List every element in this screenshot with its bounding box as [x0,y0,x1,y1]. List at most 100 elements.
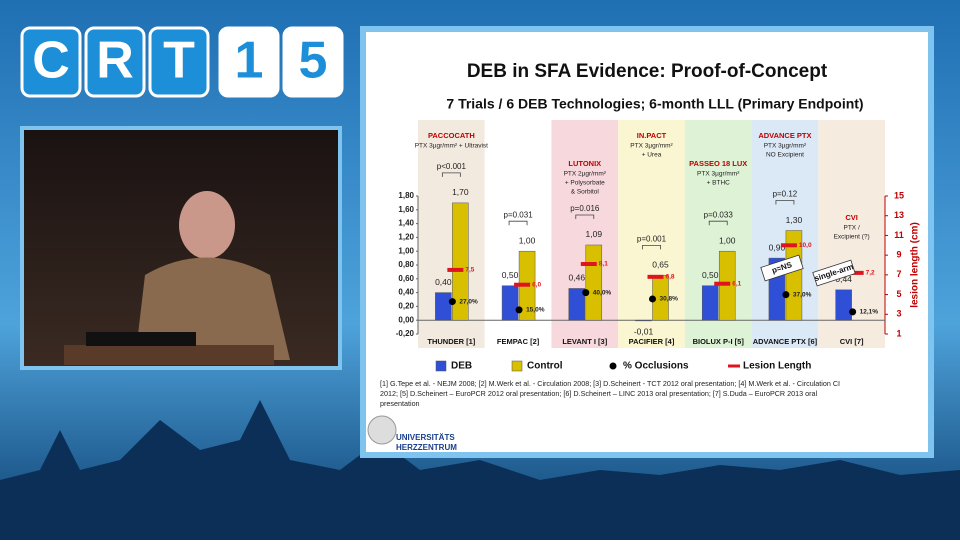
y2-tick-label: 15 [894,190,904,200]
p-bracket [642,244,661,250]
p-bracket [508,220,528,226]
y2-tick-label: 9 [896,250,901,260]
trial-detail: + Urea [642,152,662,159]
y-tick-label: 1,20 [398,233,414,242]
legend-swatch [435,360,447,372]
logo-box [148,26,210,98]
bar-label: 1,30 [786,215,803,225]
y-tick-label: 0,80 [398,260,414,269]
y-tick-label: 0,00 [398,315,414,324]
y-tick-label: 1,80 [398,191,414,200]
trial-detail: PTX 3µgr/mm² [697,171,740,178]
bar-label: 0,50 [502,270,519,280]
reference: presentation [380,399,420,408]
trial-name: IN.PACT [637,131,667,140]
bar [568,288,586,321]
x-tick-label: CVI [7] [840,337,864,346]
reference: [1] G.Tepe et al. - NEJM 2008; [2] M.Wer… [380,379,840,388]
bar-label: 0,44 [835,274,852,284]
bar [635,319,652,322]
speaker-head [179,191,235,259]
institution: HERZZENTRUM [396,443,457,452]
y2-axis-label: lesion length (cm) [910,222,921,308]
bar-label: 1,09 [586,229,603,239]
slide-title: DEB in SFA Evidence: Proof-of-Concept [467,61,828,82]
p-bracket [441,172,461,177]
skyline [0,400,960,540]
y-tick-label: 1,40 [398,219,414,228]
slide-subtitle: 7 Trials / 6 DEB Technologies; 6-month L… [446,96,863,112]
lesion-label: 7,2 [866,270,875,277]
p-bracket [708,220,728,226]
occlusion-dot [515,306,523,314]
y2-tick-label: 1 [896,328,901,338]
y-tick-label: 0,60 [398,274,414,283]
legend-label: Lesion Length [743,361,811,372]
y-tick-label: 0,20 [398,302,414,311]
chart: 1,80 1,60 1,40 1,20 1,00 0,80 0,60 0,40 0,20 0,00… [396,120,921,372]
y2-tick-label: 11 [894,230,904,240]
lesion-label: 6,1 [732,280,741,287]
trial-detail: PTX 2µgr/mm² [564,171,607,178]
trial-detail: NO Excipient [766,152,804,159]
trial-detail: + Polysorbate [565,180,605,187]
annotation-box [760,254,804,282]
logo-letter: 1 [235,32,264,90]
p-value: p=0.016 [570,204,600,213]
lesion-dash [447,267,464,272]
legend-swatch [511,360,523,372]
trial-name: CVI [845,213,858,222]
occlusion-label: 12,1% [860,309,879,316]
y2-tick-label: 7 [896,269,901,279]
occlusion-dot [582,289,590,297]
trial-detail: PTX 3µgr/mm² + Ultravist [415,143,488,150]
trial-name: PACCOCATH [428,131,475,140]
bar-label: 1,00 [519,235,536,245]
bar [835,289,852,321]
reference: 2012; [5] D.Scheinert – EuroPCR 2012 ora… [380,389,817,398]
logo-box [282,26,344,98]
lesion-label: 10,0 [799,242,812,249]
bar-label: 1,70 [452,187,469,197]
laptop [86,332,196,346]
logo-letter: T [163,32,195,90]
occlusion-dot [849,308,857,316]
university-seal [367,415,397,445]
p-bracket [575,214,595,219]
p-value: p=0.033 [704,210,734,219]
trial-name: PASSEO 18 LUX [689,159,747,168]
logo-box [84,26,146,98]
p-bracket [775,200,795,205]
lesion-dash [647,274,664,279]
p-value: p=0.001 [637,234,667,243]
trial-detail: PTX / [844,225,860,232]
y2-tick-label: 5 [896,289,901,299]
bar [585,244,603,321]
legend-swatch [609,362,617,370]
bar-label: 0,50 [702,270,719,280]
occlusion-label: 15,0% [526,307,545,314]
trial-detail: Excipient (?) [834,234,870,241]
occlusion-label: 30,8% [660,296,679,303]
y-tick-label: -0,20 [396,329,415,338]
occlusion-dot [448,298,456,306]
institution: UNIVERSITÄTS [396,433,455,442]
annotation-box [812,259,856,287]
bar-label: 1,00 [719,235,736,245]
occlusion-label: 27,0% [459,298,478,305]
occlusion-label: 40,0% [593,289,612,296]
lesion-label: 6,8 [666,274,675,281]
trial-detail: PTX 3µgr/mm² [630,143,673,150]
podium [64,345,274,365]
trial-panel [618,120,685,348]
bar [501,285,519,321]
trial-detail: + BTHC [707,180,731,187]
lesion-dash [514,282,531,287]
lesion-label: 7,5 [465,267,474,274]
annotation: p=NS [760,254,804,282]
trial-name: ADVANCE PTX [758,131,811,140]
bar-label: 0,46 [569,273,586,283]
x-tick-label: BIOLUX P-I [5] [693,337,745,346]
logo-box [20,26,82,98]
